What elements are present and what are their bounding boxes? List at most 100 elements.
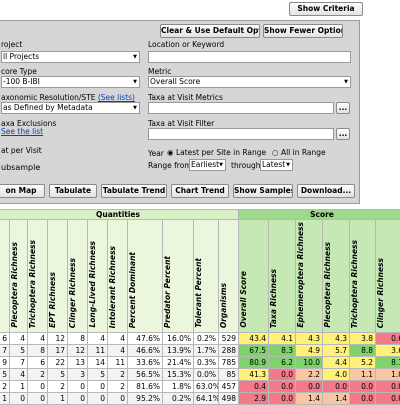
quantity-cell: 8 (28, 345, 48, 357)
action-button[interactable]: on Map (0, 184, 45, 198)
criteria-panel: Clear & Use Default Options Show Fewer O… (0, 20, 360, 204)
column-header: Overall Score (239, 220, 269, 333)
radio-latest[interactable]: ◉ Latest per Site in Range (167, 148, 266, 157)
score-cell: 6.2 (269, 357, 296, 369)
fewer-options-button[interactable]: Show Fewer Options (263, 24, 343, 38)
score-cell: 1.4 (296, 393, 323, 405)
quantity-cell: 1.7% (194, 345, 219, 357)
quantity-cell: 2 (0, 381, 10, 393)
label: Location or Keyword (148, 40, 224, 49)
quantity-cell: 47.6% (128, 333, 163, 345)
score-cell: 80.9 (239, 357, 269, 369)
score-cell: 3.6 (376, 345, 400, 357)
quantity-cell: 0.3% (194, 357, 219, 369)
show-criteria-button[interactable]: Show Criteria (289, 2, 363, 16)
column-header: Clinger Richness (68, 220, 88, 333)
quantity-cell: 5 (0, 369, 10, 381)
score-cell: 8.8 (350, 345, 376, 357)
taxa-filter-input[interactable] (148, 128, 334, 140)
score-cell: 4.1 (269, 333, 296, 345)
score-cell: 4.9 (296, 345, 323, 357)
quantity-cell: 4 (108, 333, 128, 345)
column-label: Plecoptera Richness (10, 242, 19, 328)
action-button[interactable]: Tabulate (49, 184, 97, 198)
action-button[interactable]: Show Samples (233, 184, 293, 198)
score-cell: 43.4 (239, 333, 269, 345)
quantity-cell: 22 (48, 357, 68, 369)
quantity-cell: 5 (10, 345, 28, 357)
score-cell: 0.0 (376, 381, 400, 393)
quantity-cell: 95.2% (128, 393, 163, 405)
score-cell: 4.0 (323, 369, 350, 381)
browse-button[interactable]: ... (336, 128, 350, 140)
score-type-select[interactable]: -100 B-IBI (1, 76, 140, 88)
quantity-cell: 12 (68, 345, 88, 357)
score-cell: 0.4 (239, 381, 269, 393)
quantity-cell: 5 (48, 369, 68, 381)
quantity-cell: 2 (48, 381, 68, 393)
column-header: EPT Richness (48, 220, 68, 333)
quantity-cell: 56.5% (128, 369, 163, 381)
label: Metric (148, 67, 171, 76)
score-cell: 0.6 (376, 333, 400, 345)
quantity-cell: 0 (28, 393, 48, 405)
quantity-cell: 9 (0, 357, 10, 369)
column-label: Plecoptera Richness (323, 242, 332, 328)
quantity-cell: 8 (68, 333, 88, 345)
score-cell: 1.4 (323, 393, 350, 405)
project-select[interactable]: ll Projects (1, 51, 140, 63)
column-header: Tolerant Percent (194, 220, 219, 333)
score-cell: 0.0 (376, 393, 400, 405)
quantity-cell: 0 (88, 381, 108, 393)
quantity-cell: 4 (88, 333, 108, 345)
quantity-cell: 85 (219, 369, 239, 381)
action-button[interactable]: Tabulate Trend (101, 184, 167, 198)
quantity-cell: 12 (48, 333, 68, 345)
score-cell: 4.3 (296, 333, 323, 345)
label: axonomic Resolution/STE (See lists) (1, 93, 135, 102)
label: Year (148, 149, 164, 158)
label: Taxa at Visit Metrics (148, 93, 223, 102)
radio-all[interactable]: ○ All in Range (272, 148, 326, 157)
taxa-metrics-input[interactable] (148, 102, 334, 114)
label: through (231, 161, 260, 170)
label: Latest per Site in Range (176, 148, 266, 157)
label: roject (1, 40, 22, 49)
quantity-cell: 0 (68, 381, 88, 393)
link[interactable]: See the list (1, 127, 43, 136)
column-header: Intolerant Richness (108, 220, 128, 333)
browse-button[interactable]: ... (336, 102, 350, 114)
quantity-cell: 1.8% (163, 381, 194, 393)
column-label: Long-Lived Richness (88, 241, 97, 328)
column-label: Taxa Richness (269, 269, 278, 328)
quantity-cell: 13 (68, 357, 88, 369)
quantity-cell: 6 (28, 357, 48, 369)
quantity-cell: 46.6% (128, 345, 163, 357)
from-select[interactable]: Earliest (189, 159, 226, 171)
action-button[interactable]: Download... (297, 184, 355, 198)
column-label: EPT Richness (48, 272, 57, 328)
taxonomic-select[interactable]: as Defined by Metadata (1, 102, 140, 114)
quantity-cell: 0.0% (194, 369, 219, 381)
score-cell: 0.0 (323, 381, 350, 393)
location-input[interactable] (148, 51, 351, 63)
link[interactable]: (See lists) (98, 93, 135, 102)
column-label: Predator Percent (163, 256, 172, 328)
column-header: Trichoptera Richness (350, 220, 376, 333)
column-label: Organisms (219, 283, 228, 328)
quantity-cell: 0 (28, 381, 48, 393)
quantity-cell: 4 (10, 369, 28, 381)
score-cell: 0.0 (350, 381, 376, 393)
quantity-cell: 0.2% (163, 393, 194, 405)
metric-select[interactable]: Overall Score (148, 76, 351, 88)
quantity-cell: 785 (219, 357, 239, 369)
through-select[interactable]: Latest (260, 159, 293, 171)
action-button[interactable]: Chart Trend (171, 184, 229, 198)
default-options-button[interactable]: Clear & Use Default Options (160, 24, 260, 38)
score-cell: 2.9 (239, 393, 269, 405)
